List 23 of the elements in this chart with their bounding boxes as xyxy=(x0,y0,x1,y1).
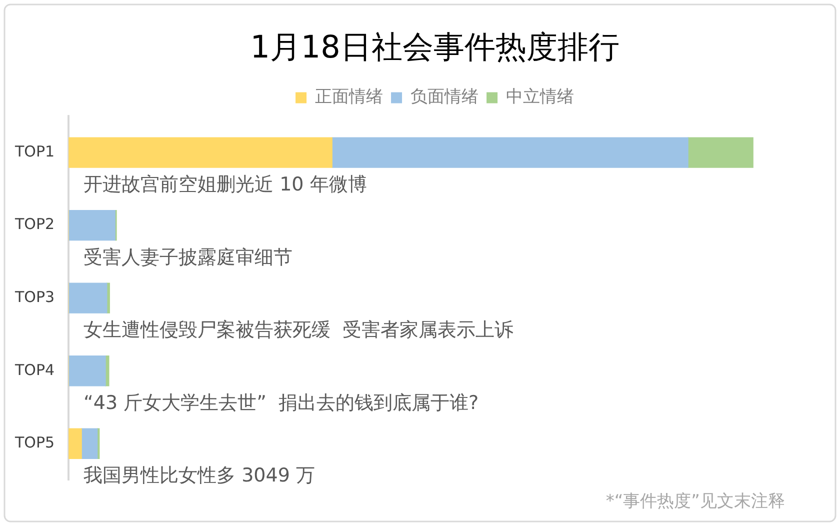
y-tick-label: TOP2 xyxy=(14,215,55,234)
annotation: 开进故宫前空姐删光近 10 年微博 xyxy=(84,174,367,196)
y-tick-label: TOP3 xyxy=(14,288,55,306)
bar xyxy=(68,428,82,459)
legend-label: 负面情绪 xyxy=(410,87,479,108)
legend-label: 正面情绪 xyxy=(315,87,384,108)
annotation: “43 斤女大学生去世” 捐出去的钱到底属于谁? xyxy=(84,392,479,414)
text: *“事件热度”见文末注释 xyxy=(606,491,785,512)
bar xyxy=(68,356,106,386)
y-tick-label: TOP4 xyxy=(14,360,55,379)
bar xyxy=(332,137,688,168)
bar xyxy=(68,282,108,314)
legend-label: 中立情绪 xyxy=(506,87,574,108)
bar xyxy=(68,210,116,241)
y-tick-label: TOP1 xyxy=(14,142,55,160)
annotation: 我国男性比女性多 3049 万 xyxy=(84,464,315,487)
annotation: 受害人妻子披露庭审细节 xyxy=(84,246,293,268)
chart-title: 1月18日社会事件热度排行 xyxy=(250,30,620,66)
bar xyxy=(68,137,332,168)
y-tick-label: TOP5 xyxy=(14,434,55,452)
annotation: 女生遭性侵毁尸案被告获死缓 受害者家属表示上诉 xyxy=(84,319,514,342)
bar xyxy=(688,137,754,168)
bar xyxy=(81,428,98,459)
